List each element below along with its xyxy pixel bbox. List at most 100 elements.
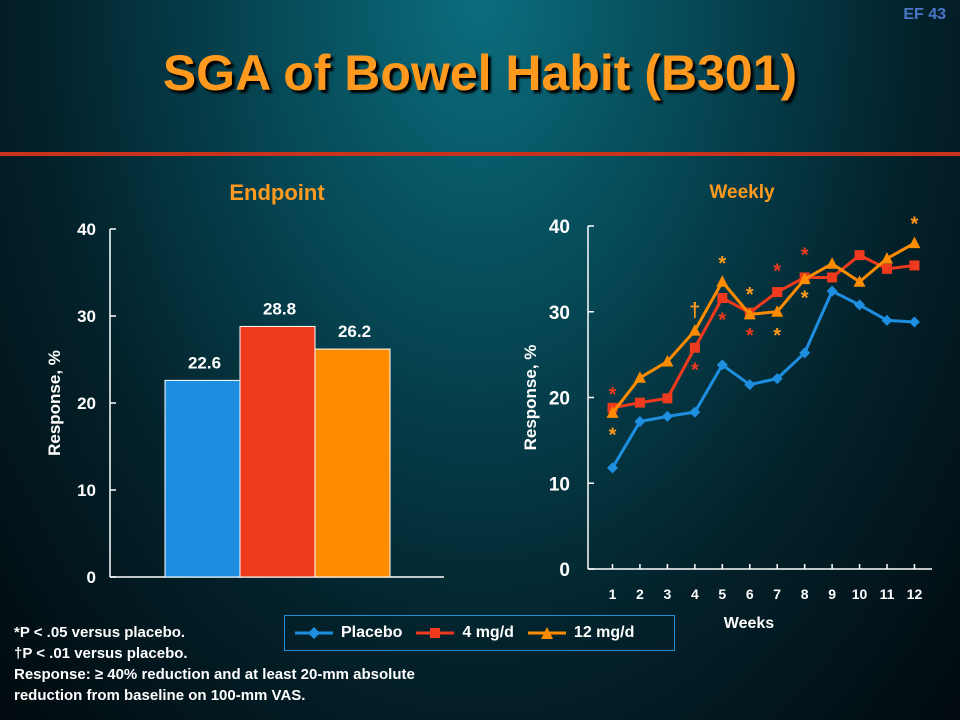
weekly-significance-marker: * (609, 384, 617, 406)
legend-label: 4 mg/d (462, 624, 514, 641)
legend-item: 4 mg/d (414, 624, 514, 642)
weekly-point-12mg (743, 307, 756, 320)
weekly-point-12mg (826, 257, 839, 269)
endpoint-bar-value-label: 28.8 (263, 299, 296, 318)
endpoint-title: Endpoint (229, 180, 325, 205)
weekly-point-placebo (607, 462, 618, 474)
legend-swatch-square (416, 628, 455, 638)
weekly-series-line (611, 289, 915, 469)
legend-item: 12 mg/d (526, 624, 634, 642)
weekly-point-12mg (881, 252, 893, 264)
weekly-title: Weekly (709, 182, 775, 203)
weekly-x-tick-label: 5 (718, 586, 726, 602)
weekly-point-placebo (744, 379, 756, 391)
weekly-point-12mg (716, 275, 729, 287)
weekly-point-placebo (881, 314, 893, 326)
weekly-point-placebo (634, 416, 646, 428)
weekly-y-tick-label: 40 (549, 217, 570, 238)
legend-item: Placebo (293, 624, 402, 642)
weekly-y-tick-label: 20 (549, 389, 570, 410)
endpoint-y-tick-label: 10 (77, 481, 96, 500)
legend: Placebo 4 mg/d 12 mg/d (284, 615, 675, 651)
weekly-x-tick-label: 1 (609, 586, 617, 602)
weekly-x-tick-label: 8 (801, 586, 809, 602)
endpoint-bar-value-label: 26.2 (338, 322, 371, 341)
weekly-x-tick-label: 6 (746, 586, 754, 602)
weekly-point-12mg (633, 371, 646, 383)
weekly-significance-marker: * (773, 325, 781, 347)
weekly-point-12mg (853, 275, 866, 287)
endpoint-bar (314, 348, 391, 578)
weekly-point-4mg (827, 272, 838, 283)
endpoint-bar (164, 379, 241, 578)
weekly-x-tick-label: 10 (852, 586, 868, 602)
weekly-point-placebo (771, 373, 783, 385)
weekly-significance-marker: * (746, 284, 754, 306)
weekly-point-placebo (661, 410, 673, 422)
weekly-series-line (612, 253, 915, 410)
weekly-point-12mg (688, 324, 701, 336)
weekly-point-4mg (854, 250, 865, 261)
weekly-y-axis-label: Response, % (521, 345, 540, 451)
weekly-point-12mg (771, 305, 784, 317)
weekly-x-tick-label: 11 (880, 586, 895, 602)
footnote-response-def-cont: reduction from baseline on 100-mm VAS. (14, 687, 306, 704)
footnote-p05: *P < .05 versus placebo. (14, 624, 186, 641)
weekly-point-placebo (799, 347, 811, 359)
endpoint-y-tick-label: 30 (77, 307, 96, 326)
slide-id: EF 43 (903, 6, 946, 23)
weekly-point-4mg (634, 397, 645, 408)
weekly-point-placebo (716, 359, 728, 371)
weekly-y-tick-label: 0 (559, 560, 570, 581)
weekly-point-4mg (662, 393, 673, 404)
legend-swatch-triangle (527, 627, 566, 639)
weekly-x-tick-label: 9 (828, 586, 836, 602)
weekly-x-tick-label: 7 (773, 586, 781, 602)
weekly-point-placebo (908, 316, 920, 328)
legend-swatch-diamond (295, 627, 333, 639)
footnote-p01: †P < .01 versus placebo. (14, 645, 188, 662)
endpoint-y-tick-label: 0 (87, 568, 96, 587)
weekly-point-placebo (826, 285, 838, 297)
endpoint-bar (239, 325, 316, 578)
footnotes: *P < .05 versus placebo. †P < .01 versus… (14, 622, 415, 706)
legend-label: Placebo (341, 624, 403, 641)
weekly-point-12mg (798, 272, 811, 285)
weekly-significance-marker: * (609, 425, 617, 447)
endpoint-bar-value-label: 22.6 (188, 353, 221, 372)
weekly-x-tick-label: 12 (907, 586, 923, 602)
legend-label: 12 mg/d (573, 624, 635, 641)
weekly-x-tick-label: 3 (664, 586, 672, 602)
weekly-point-4mg (882, 263, 892, 274)
endpoint-y-axis-label: Response, % (45, 350, 64, 456)
weekly-point-placebo (854, 299, 866, 311)
weekly-significance-marker: * (691, 359, 699, 381)
weekly-y-tick-label: 10 (549, 474, 570, 495)
weekly-significance-marker: * (911, 214, 919, 236)
weekly-point-12mg (661, 354, 674, 367)
weekly-point-12mg (606, 406, 619, 418)
weekly-significance-marker: † (689, 300, 700, 322)
weekly-significance-marker: * (718, 310, 726, 332)
weekly-x-tick-label: 4 (691, 586, 699, 602)
weekly-x-axis-label: Weeks (724, 615, 775, 632)
weekly-point-4mg (689, 342, 700, 353)
weekly-point-4mg (717, 293, 728, 304)
weekly-significance-marker: * (801, 244, 809, 266)
footnote-response-def: Response: ≥ 40% reduction and at least 2… (14, 666, 415, 683)
weekly-significance-marker: * (746, 325, 754, 347)
weekly-point-12mg (908, 236, 921, 249)
weekly-x-tick-label: 2 (636, 586, 644, 602)
title-divider (0, 152, 960, 156)
weekly-significance-marker: * (718, 253, 726, 275)
weekly-point-placebo (689, 406, 701, 418)
weekly-significance-marker: * (801, 287, 809, 309)
endpoint-y-tick-label: 20 (77, 394, 96, 413)
slide-title: SGA of Bowel Habit (B301) (162, 45, 798, 101)
weekly-point-4mg (909, 260, 920, 271)
endpoint-y-tick-label: 40 (77, 220, 96, 239)
weekly-y-tick-label: 30 (549, 303, 570, 324)
weekly-significance-marker: * (773, 261, 781, 283)
weekly-series-line (611, 241, 916, 414)
